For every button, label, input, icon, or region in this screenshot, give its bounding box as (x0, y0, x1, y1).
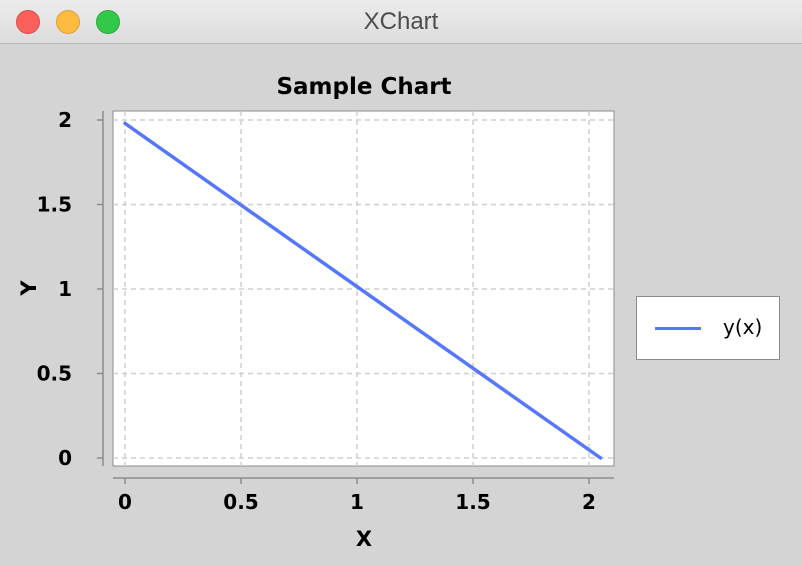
y-tick-label: 2 (58, 108, 72, 132)
close-window-button[interactable] (16, 10, 40, 34)
grid-lines (113, 111, 614, 466)
x-tick-label: 1.5 (455, 490, 490, 514)
chart-area: Sample Chart 0 0.5 1 1.5 2 0 0.5 1 1.5 2 X Y y(x… (0, 44, 802, 566)
chart-svg: Sample Chart 0 0.5 1 1.5 2 0 0.5 1 1.5 2 X Y (17, 74, 615, 551)
title-bar: XChart (0, 0, 802, 44)
x-axis-label: X (356, 527, 372, 551)
minimize-window-button[interactable] (56, 10, 80, 34)
x-tick-label: 0 (118, 490, 132, 514)
legend: y(x) (636, 296, 780, 360)
x-tick-label: 2 (582, 490, 596, 514)
y-tick-label: 1 (58, 277, 72, 301)
series-layer (123, 121, 603, 460)
x-tick-label: 0.5 (223, 490, 258, 514)
y-axis-ticks: 0 0.5 1 1.5 2 (37, 108, 103, 470)
series-line (123, 121, 603, 460)
chart-title: Sample Chart (276, 74, 451, 100)
y-tick-label: 0 (58, 446, 72, 470)
y-axis-label: Y (17, 280, 41, 297)
y-tick-label: 1.5 (37, 193, 72, 217)
x-tick-label: 1 (350, 490, 364, 514)
legend-series-swatch (655, 327, 701, 330)
zoom-window-button[interactable] (96, 10, 120, 34)
y-tick-label: 0.5 (37, 362, 72, 386)
legend-series-label: y(x) (723, 315, 763, 339)
window-title: XChart (363, 8, 439, 35)
x-axis-ticks: 0 0.5 1 1.5 2 (118, 478, 596, 514)
